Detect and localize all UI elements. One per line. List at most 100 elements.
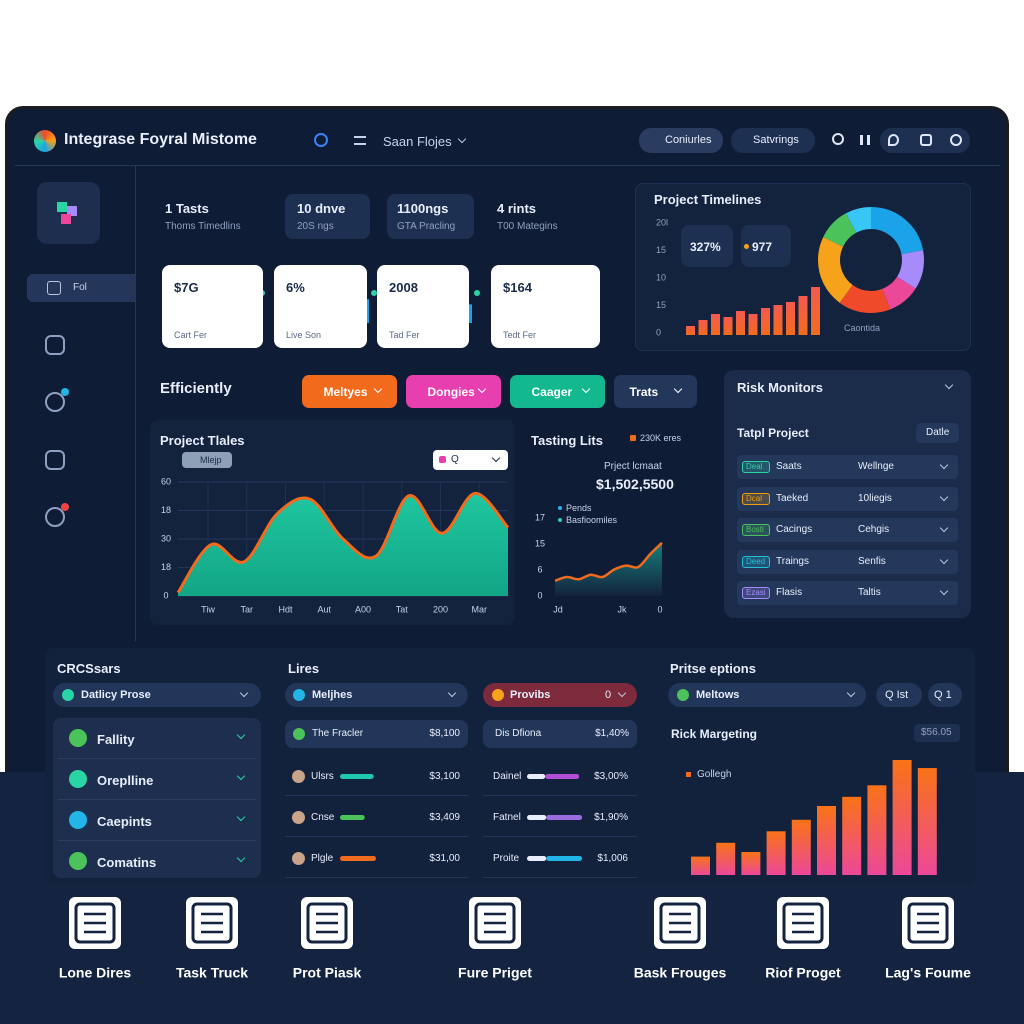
card-label: Live Son <box>286 330 322 340</box>
chip-value: 327% <box>690 240 721 254</box>
sidebar-icon[interactable] <box>45 335 65 355</box>
separator <box>285 836 468 837</box>
row-name: Taeked <box>776 492 809 504</box>
list-label[interactable]: Oreplline <box>97 773 154 788</box>
menu-label[interactable]: Saan Flojes <box>383 134 452 149</box>
stat-card[interactable]: $7G Cart Fer <box>162 265 263 348</box>
separator <box>483 836 637 837</box>
sidebar-logo[interactable] <box>37 182 100 244</box>
stat-value: 10 dnve <box>297 201 346 216</box>
tag-label: Dcal <box>746 493 763 503</box>
chevron <box>491 453 501 463</box>
legend-label: Basfioomiles <box>566 515 618 525</box>
stat-label: T00 Mategins <box>497 221 558 232</box>
row-tag: Dcal <box>742 492 770 505</box>
caption: Caontida <box>844 323 881 333</box>
row-name: Cacings <box>776 524 813 535</box>
legend-swatch <box>558 518 562 522</box>
chevron <box>447 688 457 698</box>
icon <box>293 728 305 740</box>
logo-block <box>57 202 67 212</box>
icon[interactable] <box>888 134 899 146</box>
row-value: $3,409 <box>429 812 460 823</box>
row-name: Plgle <box>311 853 334 864</box>
icon <box>677 689 689 701</box>
chevron <box>617 688 627 698</box>
select[interactable]: Datlicy Prose <box>53 683 261 707</box>
button[interactable]: Q Ist <box>876 683 922 707</box>
tag-label: Deed <box>746 556 766 566</box>
row-value: $3,00% <box>594 771 628 782</box>
icon[interactable] <box>920 134 932 146</box>
button[interactable]: Satvrings <box>731 128 815 153</box>
select[interactable]: Meljhes <box>285 683 468 707</box>
chart-title: Rick Margeting <box>671 727 758 741</box>
chevron <box>373 384 383 394</box>
list-label[interactable]: Comatins <box>97 855 157 870</box>
stat-card[interactable]: 6% Live Son <box>274 265 367 348</box>
risk-row[interactable]: Deal Saats Wellnge <box>737 455 958 479</box>
button[interactable]: Q 1 <box>928 683 962 707</box>
card-label: Cart Fer <box>174 330 208 340</box>
stat-card[interactable]: 2008 Tad Fer <box>377 265 469 348</box>
tag[interactable]: Mlejp <box>182 452 232 468</box>
search-box[interactable]: Q <box>433 450 508 470</box>
tag-label: Ezasi <box>746 588 766 597</box>
chevron <box>939 586 949 596</box>
chevron <box>846 688 856 698</box>
row-value: 10liegis <box>858 492 892 504</box>
stat-card[interactable]: $164 Tedt Fer <box>491 265 600 348</box>
badge <box>61 388 69 396</box>
risk-row[interactable]: Bosti Cacings Cehgis <box>737 518 958 542</box>
risk-row[interactable]: Deed Traings Senfis <box>737 549 958 574</box>
chip: 977 <box>741 225 791 267</box>
dot <box>744 244 749 249</box>
row-name: The Fracler <box>312 728 364 739</box>
icon[interactable] <box>860 135 870 145</box>
icon <box>492 689 504 701</box>
sidebar-icon[interactable] <box>45 392 65 412</box>
button[interactable]: Datle <box>916 423 959 443</box>
menu-icon[interactable] <box>354 136 366 145</box>
total: $1,502,5500 <box>596 476 674 492</box>
row-head: Dis Dfiona $1,40% <box>483 720 637 748</box>
chevron <box>239 688 249 698</box>
row-name: Traings <box>776 555 809 567</box>
row-value: $1,006 <box>597 853 628 864</box>
button-label: Q 1 <box>934 689 952 701</box>
select[interactable]: Meltows <box>668 683 866 707</box>
risk-row[interactable]: Ezasi Flasis Taltis <box>737 581 958 605</box>
filter-pill[interactable]: Dongies <box>406 375 501 408</box>
filter-pill[interactable]: Caager <box>510 375 605 408</box>
row-tag: Deal <box>742 461 770 473</box>
select-count: 0 <box>605 689 612 701</box>
button[interactable]: Coniurles <box>639 128 723 153</box>
list-label[interactable]: Fallity <box>97 732 135 747</box>
list-label[interactable]: Caepints <box>97 814 152 829</box>
badge: $56.05 <box>914 724 960 742</box>
search-icon[interactable] <box>832 133 844 145</box>
risk-row[interactable]: Dcal Taeked 10liegis <box>737 486 958 511</box>
filter-pill[interactable]: Trats <box>614 375 697 408</box>
section-title: Lires <box>288 661 320 676</box>
search-label: Q <box>451 454 459 465</box>
list-icon <box>69 852 87 870</box>
section-title: Pritse eptions <box>670 661 756 676</box>
sidebar-item[interactable]: Fol <box>27 274 135 302</box>
icon[interactable] <box>950 134 962 146</box>
panel-title: Project Timelines <box>654 192 762 207</box>
sidebar-icon[interactable] <box>45 450 65 470</box>
select[interactable]: Provibs 0 <box>483 683 637 707</box>
chip-value: 977 <box>752 240 773 254</box>
sidebar-icon[interactable] <box>45 507 65 527</box>
row-value: $1,90% <box>594 812 628 823</box>
stat-box <box>285 194 370 239</box>
chevron <box>581 384 591 394</box>
filter-pill[interactable]: Meltyes <box>302 375 397 408</box>
icon[interactable] <box>314 133 328 147</box>
pill-label: Caager <box>531 385 573 399</box>
row-value: $31,00 <box>429 853 460 864</box>
select-label: Meljhes <box>312 689 353 701</box>
list-icon <box>69 729 87 747</box>
